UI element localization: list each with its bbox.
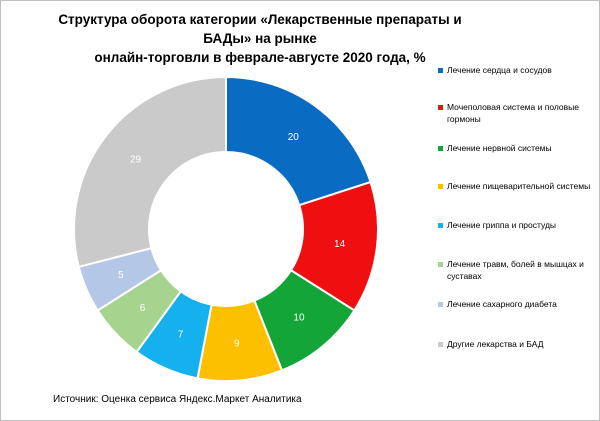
data-label-4: 9: [234, 338, 240, 349]
legend-marker-7: [438, 302, 443, 307]
data-label-8: 29: [130, 154, 142, 165]
legend-label-2: Мочеполовая система и половые гормоны: [447, 102, 580, 124]
legend-marker-1: [438, 68, 443, 73]
data-label-1: 20: [288, 132, 300, 143]
legend-label-3: Лечение нервной системы: [447, 143, 552, 153]
chart-title: Структура оборота категории «Лекарственн…: [40, 10, 480, 67]
legend-marker-6: [438, 262, 443, 267]
donut-slice-1: [225, 75, 372, 207]
data-label-3: 10: [293, 313, 305, 324]
legend-marker-4: [438, 184, 443, 189]
legend-label-4: Лечение пищеварительной системы: [447, 181, 591, 191]
chart-title-line-1: Структура оборота категории «Лекарственн…: [58, 12, 462, 46]
legend-marker-5: [438, 223, 443, 228]
data-label-2: 14: [334, 239, 346, 250]
donut-slice-8: [73, 75, 227, 269]
legend-label-1: Лечение сердца и сосудов: [447, 65, 552, 75]
legend-marker-8: [438, 342, 443, 347]
data-label-5: 7: [178, 330, 184, 341]
source-note: Источник: Оценка сервиса Яндекс.Маркет А…: [53, 394, 302, 405]
legend-marker-2: [438, 105, 443, 110]
legend-label-7: Лечение сахарного диабета: [447, 299, 557, 309]
legend-label-5: Лечение гриппа и простуды: [447, 220, 557, 230]
data-label-7: 5: [118, 270, 124, 281]
legend-label-6: Лечение травм, болей в мышцах и суставах: [447, 259, 584, 281]
legend-marker-3: [438, 146, 443, 151]
data-label-6: 6: [140, 303, 146, 314]
chart-title-line-2: онлайн-торговли в феврале-августе 2020 г…: [94, 50, 426, 65]
legend-label-8: Другие лекарства и БАД: [447, 339, 544, 349]
